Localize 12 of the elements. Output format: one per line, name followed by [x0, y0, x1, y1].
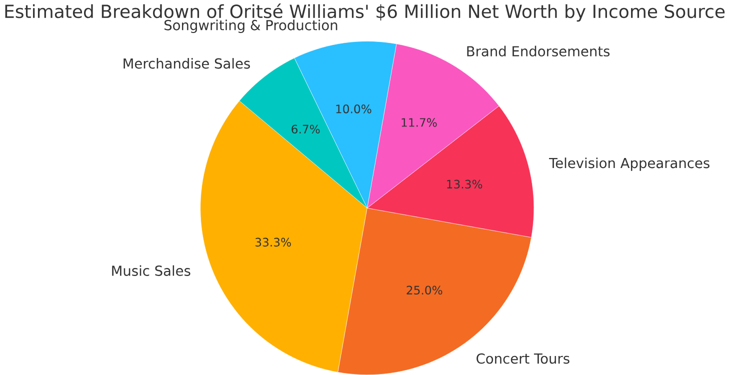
- slice-label: Songwriting & Production: [164, 20, 338, 33]
- slice-label: Music Sales: [112, 265, 190, 276]
- data-label: 10.0%: [336, 104, 372, 114]
- slice-label: Concert Tours: [476, 353, 570, 364]
- slice-label: Television Appearances: [549, 158, 710, 171]
- data-label: 25.0%: [406, 286, 442, 295]
- data-label: 33.3%: [255, 238, 291, 247]
- data-label: 11.7%: [402, 118, 437, 127]
- slice-label: Brand Endorsements: [467, 46, 610, 56]
- slice-label: Merchandise Sales: [124, 58, 250, 69]
- data-label: 13.3%: [447, 180, 482, 189]
- data-label: 6.7%: [292, 124, 320, 134]
